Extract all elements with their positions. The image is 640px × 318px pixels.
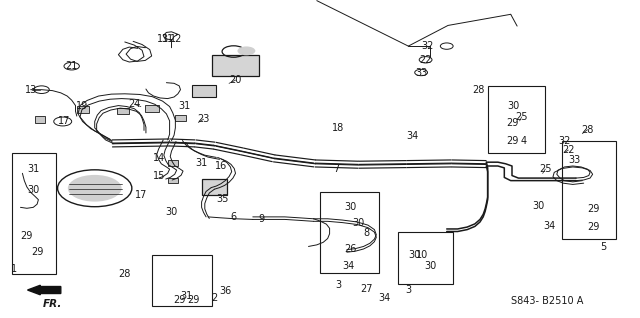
Text: 5: 5 [600,242,606,252]
Text: 28: 28 [118,269,131,279]
FancyBboxPatch shape [117,108,129,114]
Text: 13: 13 [24,85,37,95]
Text: 29: 29 [173,294,186,305]
FancyBboxPatch shape [212,55,259,76]
FancyBboxPatch shape [168,178,178,183]
Text: 30: 30 [165,207,178,218]
Text: S843- B2510 A: S843- B2510 A [511,296,583,307]
Text: 24: 24 [128,99,141,109]
FancyBboxPatch shape [175,115,186,121]
Text: 9: 9 [258,214,264,224]
Text: 31: 31 [161,34,174,44]
Text: 30: 30 [408,250,421,260]
FancyBboxPatch shape [202,179,227,195]
Text: 1: 1 [11,264,17,274]
Text: 4: 4 [520,135,527,146]
Text: 7: 7 [333,164,339,174]
Bar [320,192,379,273]
Text: 29: 29 [31,247,44,257]
Text: 29: 29 [506,118,518,128]
Text: 20: 20 [229,75,242,85]
FancyArrow shape [28,285,61,295]
Text: 30: 30 [532,201,545,211]
Text: 34: 34 [378,293,390,303]
Text: 18: 18 [332,123,344,133]
Text: 10: 10 [416,250,429,260]
FancyBboxPatch shape [168,160,178,166]
Text: 25: 25 [539,164,552,174]
Text: 31: 31 [178,100,191,111]
Text: 29: 29 [588,204,600,214]
Text: 35: 35 [216,194,229,204]
Text: 31: 31 [27,164,40,174]
Text: FR.: FR. [43,299,62,309]
Text: 15: 15 [152,170,165,181]
Circle shape [68,175,122,202]
Text: 32: 32 [558,135,571,146]
Text: 30: 30 [344,202,357,212]
Text: 29: 29 [588,222,600,232]
Text: 17: 17 [134,190,147,200]
Text: 34: 34 [342,260,355,271]
Bar [398,232,453,284]
FancyBboxPatch shape [145,105,159,112]
Text: 27: 27 [360,284,372,294]
Text: 6: 6 [230,212,236,222]
Text: 22: 22 [562,145,575,155]
Text: 16: 16 [214,161,227,171]
Text: 30: 30 [507,100,520,111]
Text: 30: 30 [352,218,365,228]
Text: 25: 25 [515,112,528,122]
Text: 3: 3 [335,280,341,290]
Text: 19: 19 [76,100,88,111]
Text: 22: 22 [419,55,432,65]
FancyBboxPatch shape [35,116,45,123]
Text: 29: 29 [187,294,200,305]
Text: 2: 2 [211,293,218,303]
Text: 34: 34 [543,221,556,232]
Circle shape [237,46,255,55]
Text: 14: 14 [152,153,165,163]
Text: 29: 29 [506,135,518,146]
Text: 34: 34 [406,131,419,141]
Text: 8: 8 [363,228,369,238]
FancyBboxPatch shape [192,85,216,97]
Bar [12,153,56,274]
Text: 28: 28 [581,125,594,135]
Bar [152,255,212,306]
Text: 23: 23 [197,114,210,124]
Bar [488,86,545,153]
Text: 21: 21 [65,61,78,71]
Text: 12: 12 [170,34,182,44]
Text: 33: 33 [415,67,428,78]
FancyBboxPatch shape [77,106,89,113]
Text: 3: 3 [405,285,412,295]
Text: 17: 17 [58,116,70,127]
Text: 30: 30 [424,261,436,272]
Text: 26: 26 [344,244,357,254]
Text: 33: 33 [568,155,581,165]
Text: 29: 29 [20,231,33,241]
Text: 32: 32 [421,41,434,51]
Text: 31: 31 [180,291,193,301]
Text: 30: 30 [27,185,40,195]
Bar [562,141,616,239]
Text: 28: 28 [472,85,485,95]
Text: 31: 31 [195,158,208,168]
Text: 11: 11 [157,34,170,44]
Text: 36: 36 [219,286,232,296]
